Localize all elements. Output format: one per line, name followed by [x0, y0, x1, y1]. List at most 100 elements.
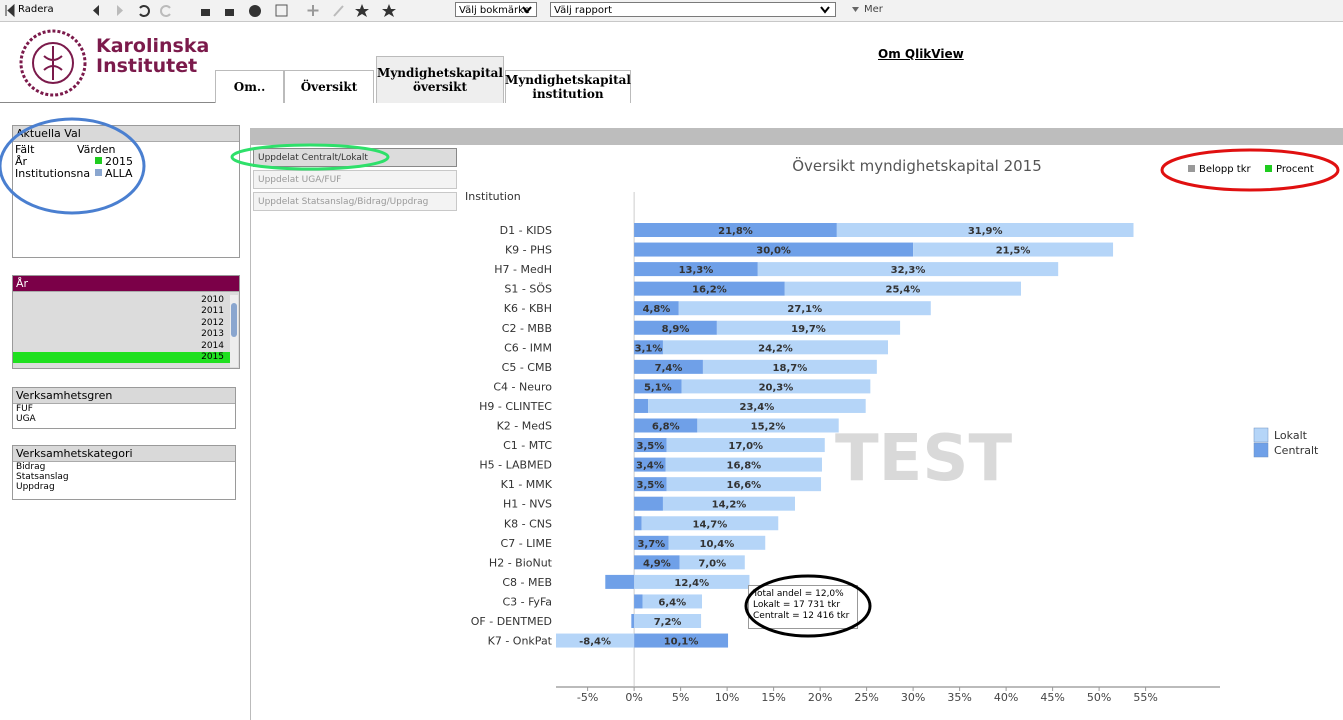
list-item[interactable]: Bidrag — [16, 462, 46, 472]
dropdown-arrow — [522, 6, 532, 14]
x-tick-label: 5% — [672, 691, 689, 704]
back-icon[interactable] — [93, 5, 99, 16]
toolbar: Radera Välj bokmärke Välj rapport Mer — [0, 0, 1343, 22]
data-label: 3,5% — [637, 480, 665, 491]
data-label: 24,2% — [758, 343, 793, 354]
chart-title: Översikt myndighetskapital 2015 — [792, 156, 1042, 175]
bar-segment — [666, 438, 825, 453]
x-tick-label: 0% — [625, 691, 642, 704]
logo-seal — [19, 29, 87, 97]
year-items: 2010 2011 2012 2013 2014 2015 — [13, 295, 238, 364]
list-item[interactable]: 2015 — [13, 352, 238, 364]
list-item[interactable]: FUF — [16, 404, 33, 414]
tab-active[interactable]: Myndighetskapital översikt — [376, 56, 504, 103]
bar-segment — [634, 516, 642, 531]
y-tick-label: H9 - CLINTEC — [479, 400, 552, 413]
list-item[interactable]: 2012 — [201, 317, 224, 328]
bookmark-add-icon[interactable] — [355, 4, 369, 17]
y-tick-label: C7 - LIME — [501, 537, 553, 550]
data-label: 15,2% — [751, 422, 786, 433]
x-tick-label: 25% — [854, 691, 878, 704]
sheet-bar — [250, 128, 1343, 145]
bookmark-icon[interactable] — [382, 4, 396, 17]
tab[interactable]: Myndighetskapital institution — [505, 70, 631, 103]
chart-icon[interactable] — [275, 4, 288, 17]
data-label: -8,4% — [579, 637, 611, 648]
list-item[interactable]: Statsanslag — [16, 472, 69, 482]
y-tick-label: K2 - MedS — [497, 420, 552, 433]
bar-segment — [668, 535, 766, 550]
bar-segment — [634, 477, 667, 492]
data-label: 18,7% — [773, 363, 808, 374]
x-tick-label: 40% — [994, 691, 1018, 704]
data-label: 14,7% — [693, 519, 728, 530]
bar-segment — [641, 516, 779, 531]
sheet-border — [250, 145, 251, 720]
data-label: 23,4% — [740, 402, 775, 413]
more-menu[interactable]: Mer — [864, 4, 883, 15]
watermark: TEST — [835, 422, 1012, 496]
bar-segment — [757, 262, 1059, 277]
clear-button[interactable]: Radera — [18, 4, 54, 15]
y-tick-label: C5 - CMB — [502, 361, 552, 374]
x-tick-label: 30% — [901, 691, 925, 704]
check-icon[interactable] — [249, 5, 261, 17]
report-select-label: Välj rapport — [554, 5, 613, 16]
list-item[interactable]: 2011 — [201, 306, 224, 317]
legend-swatch — [1253, 442, 1269, 458]
list-item[interactable]: Uppdrag — [16, 482, 55, 492]
redo-icon — [160, 5, 171, 17]
list-item[interactable]: 2014 — [201, 340, 224, 351]
bar-segment — [634, 594, 643, 609]
bar-segment — [634, 418, 698, 433]
y-tick-label: H1 - NVS — [503, 498, 552, 511]
bar-segment — [634, 379, 682, 394]
report-select[interactable]: Välj rapport — [550, 2, 836, 17]
y-tick-label: H5 - LABMED — [479, 459, 552, 472]
bookmark-select[interactable]: Välj bokmärke — [455, 2, 537, 17]
unlock-icon[interactable] — [225, 9, 234, 16]
verksamhetskategori-listbox: Verksamhetskategori Bidrag Statsanslag U… — [12, 445, 236, 500]
x-tick-label: 50% — [1087, 691, 1111, 704]
tab[interactable]: Översikt — [284, 70, 374, 103]
bar-segment — [634, 555, 680, 570]
bar-segment — [702, 359, 877, 374]
tab[interactable]: Om.. — [215, 70, 284, 103]
tooltip-line: Total andel = 12,0% — [753, 589, 844, 599]
bar-segment — [666, 477, 822, 492]
data-label: 6,8% — [652, 422, 680, 433]
data-label: 13,3% — [679, 265, 714, 276]
y-tick-label: C8 - MEB — [502, 576, 552, 589]
scrollbar[interactable] — [230, 295, 238, 367]
data-label: 17,0% — [728, 441, 763, 452]
lock-icon[interactable] — [201, 9, 210, 16]
data-label: 3,7% — [637, 539, 665, 550]
undo-icon[interactable] — [139, 5, 150, 17]
y-tick-label: H2 - BioNut — [489, 556, 553, 569]
y-tick-label: K8 - CNS — [504, 517, 552, 530]
data-label: 3,4% — [636, 461, 664, 472]
toggle-button[interactable]: Uppdelat Statsanslag/Bidrag/Uppdrag — [253, 192, 457, 211]
about-link[interactable]: Om QlikView — [878, 47, 964, 61]
data-label: 19,7% — [791, 324, 826, 335]
bar-segment — [642, 594, 703, 609]
bar-segment — [634, 242, 914, 257]
list-item[interactable]: 2010 — [201, 295, 224, 305]
data-label: 7,2% — [654, 617, 682, 628]
bar-segment — [697, 418, 839, 433]
list-item[interactable]: 2013 — [201, 329, 224, 340]
verksamhetsgren-listbox: Verksamhetsgren FUF UGA — [12, 387, 236, 429]
y-tick-label: K1 - MMK — [501, 478, 553, 491]
bar-segment — [634, 340, 663, 355]
clear-icon[interactable] — [5, 3, 15, 18]
x-tick-label: 10% — [715, 691, 739, 704]
y-tick-label: C4 - Neuro — [493, 380, 552, 393]
legend-label: Lokalt — [1274, 429, 1308, 442]
y-tick-label: C6 - IMM — [504, 341, 552, 354]
legend-swatch — [1253, 427, 1269, 443]
list-item[interactable]: UGA — [16, 414, 36, 424]
data-label: 3,5% — [637, 441, 665, 452]
bar-segment — [784, 281, 1021, 296]
toggle-button[interactable]: Uppdelat UGA/FUF — [253, 170, 457, 189]
